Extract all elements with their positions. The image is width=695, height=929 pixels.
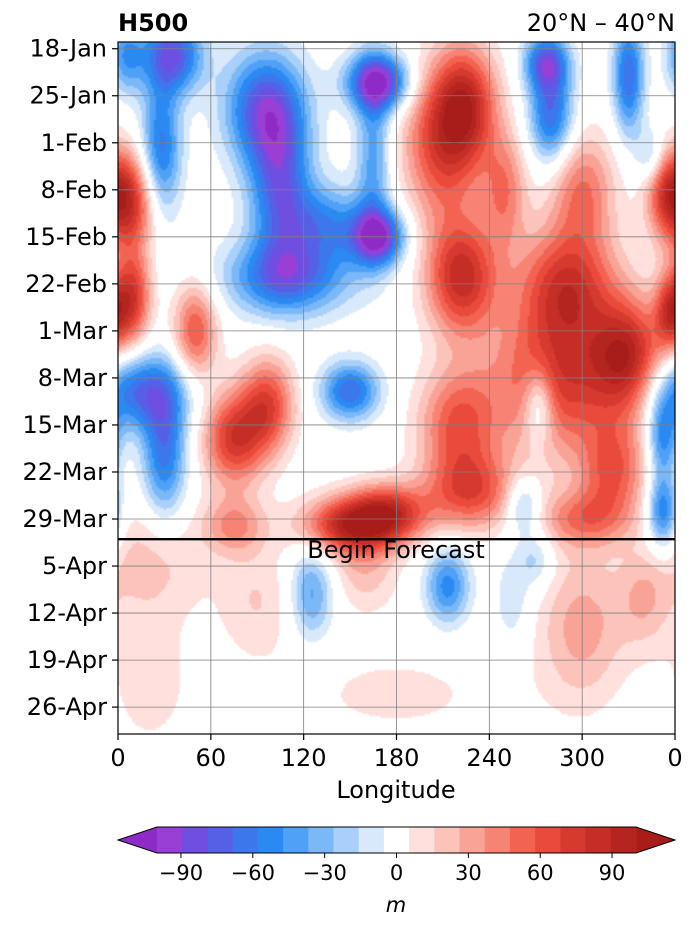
colorbar-swatch — [182, 827, 208, 853]
colorbar-extend-min — [118, 827, 157, 853]
y-tick-label: 22-Feb — [25, 270, 107, 298]
colorbar-tick-label: 60 — [527, 861, 554, 885]
y-tick-label: 26-Apr — [27, 693, 107, 721]
colorbar-swatch — [333, 827, 360, 853]
y-tick-label: 1-Feb — [41, 129, 107, 157]
colorbar-swatch — [585, 827, 612, 853]
y-tick-label: 12-Apr — [27, 599, 107, 627]
x-tick-label: 120 — [281, 744, 327, 772]
x-tick-label: 300 — [559, 744, 605, 772]
y-tick-label: 1-Mar — [38, 317, 107, 345]
colorbar-swatch — [409, 827, 435, 853]
colorbar-swatch — [283, 827, 309, 853]
colorbar-tick-label: 90 — [599, 861, 626, 885]
colorbar-swatch — [358, 827, 385, 853]
colorbar-swatch — [560, 827, 587, 853]
forecast-annotation: Begin Forecast — [307, 536, 485, 564]
colorbar-swatch — [257, 827, 284, 853]
y-tick-label: 29-Mar — [23, 505, 108, 533]
colorbar-label: m — [386, 893, 406, 917]
y-tick-label: 25-Jan — [29, 82, 107, 110]
x-axis: 0 60 120 180 240 300 0 — [110, 734, 683, 772]
colorbar-tick-label: 30 — [455, 861, 482, 885]
colorbar-swatch — [308, 827, 334, 853]
y-tick-label: 8-Mar — [38, 364, 107, 392]
x-tick-label: 0 — [110, 744, 125, 772]
x-tick-label: 0 — [667, 744, 682, 772]
x-tick-label: 240 — [466, 744, 512, 772]
colorbar-swatch — [509, 827, 536, 853]
colorbar-tick-label: −90 — [159, 861, 203, 885]
colorbar-swatch — [484, 827, 511, 853]
y-tick-label: 15-Mar — [23, 411, 108, 439]
x-tick-label: 60 — [196, 744, 227, 772]
y-tick-label: 19-Apr — [27, 646, 107, 674]
plot-area: Begin Forecast — [117, 41, 676, 735]
y-tick-label: 22-Mar — [23, 458, 108, 486]
colorbar-swatch — [610, 827, 637, 853]
colorbar-extend-max — [636, 827, 675, 853]
x-tick-label: 180 — [374, 744, 420, 772]
colorbar-swatch — [535, 827, 561, 853]
colorbar-swatch — [434, 827, 461, 853]
colorbar-swatch — [383, 827, 410, 853]
colorbar-tick-label: −30 — [302, 861, 346, 885]
colorbar-tick-label: −60 — [231, 861, 275, 885]
y-tick-label: 15-Feb — [25, 223, 107, 251]
colorbar-swatch — [157, 827, 183, 853]
colorbar-swatch — [232, 827, 259, 853]
colorbar-swatch — [207, 827, 234, 853]
y-tick-label: 8-Feb — [41, 176, 107, 204]
y-tick-label: 5-Apr — [42, 552, 107, 580]
colorbar-tick-label: 0 — [390, 861, 403, 885]
y-axis: 18-Jan 25-Jan 1-Feb 8-Feb 15-Feb 22-Feb 1-Mar 8… — [23, 35, 118, 721]
chart-title-right: 20°N – 40°N — [527, 9, 675, 37]
y-tick-label: 18-Jan — [29, 35, 107, 63]
x-axis-label: Longitude — [336, 776, 455, 804]
grid-lines — [118, 42, 675, 734]
colorbar-outline — [116, 826, 677, 854]
chart-title-left: H500 — [118, 9, 188, 37]
colorbar-swatch — [459, 827, 486, 853]
colorbar: −90 −60 −30 0 30 60 90 — [116, 826, 677, 885]
